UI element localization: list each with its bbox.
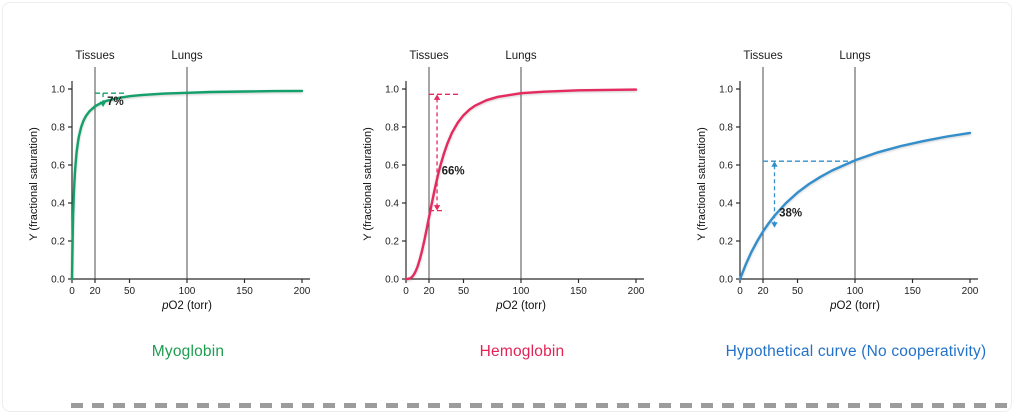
hypothetical-xtick-label: 200 xyxy=(962,286,979,297)
myoglobin-arrowhead-down xyxy=(99,101,107,108)
hemoglobin-chart: 0.0 0.2 0.4 0.6 0.8 1.0 0 20 50 100 150 200 Y (fract… xyxy=(362,50,645,312)
myoglobin-curve xyxy=(70,89,304,281)
myoglobin-ytick-label: 0.2 xyxy=(51,237,65,248)
hypothetical-arrowhead-down xyxy=(771,222,778,228)
chart-panel-hemoglobin: 0.0 0.2 0.4 0.6 0.8 1.0 0 20 50 100 150 200 Y (fract… xyxy=(360,47,660,361)
hemoglobin-y-axis-label: Y (fractional saturation) xyxy=(362,127,374,241)
hypothetical-ytick-label: 0.0 xyxy=(719,275,733,286)
hemoglobin-ytick-label: 1.0 xyxy=(385,85,399,96)
hypothetical-xtick-label: 0 xyxy=(737,286,743,297)
myoglobin-xtick-label: 100 xyxy=(179,286,196,297)
hemoglobin-caption: Hemoglobin xyxy=(479,343,565,360)
hypothetical-ytick-label: 1.0 xyxy=(719,85,733,96)
hypothetical-xtick-label: 50 xyxy=(792,286,804,297)
hemoglobin-xtick-label: 50 xyxy=(458,286,470,297)
lungs-label: Lungs xyxy=(171,50,203,62)
myoglobin-caption: Myoglobin xyxy=(151,343,225,360)
myoglobin-axes xyxy=(71,81,310,280)
myoglobin-xtick-label: 200 xyxy=(294,286,311,297)
chart-panel-hypothetical: 0.0 0.2 0.4 0.6 0.8 1.0 0 20 50 100 150 200 Y (fract… xyxy=(694,47,994,361)
hypothetical-ytick-label: 0.8 xyxy=(719,123,733,134)
hypothetical-y-axis-label: Y (fractional saturation) xyxy=(696,127,708,241)
hemoglobin-arrowhead-down xyxy=(433,205,441,211)
hypothetical-arrowhead-up xyxy=(771,161,778,167)
hemoglobin-axes xyxy=(405,81,644,280)
myoglobin-xtick-label: 150 xyxy=(236,286,253,297)
myoglobin-ytick-label: 0.8 xyxy=(51,123,65,134)
hypothetical-x-axis-label: pO2 (torr) xyxy=(829,300,880,312)
hypothetical-ytick-label: 0.4 xyxy=(719,199,733,210)
myoglobin-xtick-label: 0 xyxy=(69,286,75,297)
hypothetical-xtick-label: 100 xyxy=(847,286,864,297)
hemoglobin-curve xyxy=(404,88,638,281)
hemoglobin-arrowhead-up xyxy=(433,94,441,100)
hypothetical-ytick-label: 0.2 xyxy=(719,237,733,248)
myoglobin-ytick-label: 0.4 xyxy=(51,199,65,210)
chart-panel-myoglobin: 0.0 0.2 0.4 0.6 0.8 1.0 0 20 50 100 150 200 Y (fract… xyxy=(26,47,326,361)
myoglobin-x-axis-label: pO2 (torr) xyxy=(161,300,212,312)
myoglobin-xtick-label: 50 xyxy=(124,286,136,297)
hypothetical-caption: Hypothetical curve (No cooperativity) xyxy=(725,343,987,360)
hemoglobin-xtick-label: 20 xyxy=(423,286,435,297)
myoglobin-ytick-label: 0.6 xyxy=(51,161,65,172)
lungs-label: Lungs xyxy=(505,50,537,62)
hypothetical-axes xyxy=(739,81,978,280)
myoglobin-xtick-label: 20 xyxy=(89,286,101,297)
hypothetical-xtick-label: 20 xyxy=(757,286,769,297)
charts-row: 0.0 0.2 0.4 0.6 0.8 1.0 0 20 50 100 150 200 Y (fract… xyxy=(3,3,1011,361)
tissues-label: Tissues xyxy=(743,50,782,62)
hypothetical-percent-label: 38% xyxy=(779,207,802,219)
hemoglobin-ytick-label: 0.8 xyxy=(385,123,399,134)
myoglobin-percent-label: 7% xyxy=(107,96,124,108)
hemoglobin-percent-label: 66% xyxy=(442,166,465,178)
hemoglobin-xtick-label: 150 xyxy=(570,286,587,297)
hemoglobin-ytick-label: 0.2 xyxy=(385,237,399,248)
myoglobin-ytick-label: 0.0 xyxy=(51,275,65,286)
hemoglobin-xtick-label: 0 xyxy=(403,286,409,297)
myoglobin-ytick-label: 1.0 xyxy=(51,85,65,96)
hemoglobin-ytick-label: 0.4 xyxy=(385,199,399,210)
hypothetical-ytick-label: 0.6 xyxy=(719,161,733,172)
hypothetical-curve xyxy=(738,131,972,281)
hemoglobin-ytick-label: 0.0 xyxy=(385,275,399,286)
dashed-separator xyxy=(71,403,1011,408)
hemoglobin-x-axis-label: pO2 (torr) xyxy=(495,300,546,312)
hemoglobin-xtick-label: 100 xyxy=(513,286,530,297)
tissues-label: Tissues xyxy=(75,50,114,62)
myoglobin-y-axis-label: Y (fractional saturation) xyxy=(28,127,40,241)
hypothetical-chart: 0.0 0.2 0.4 0.6 0.8 1.0 0 20 50 100 150 200 Y (fract… xyxy=(696,50,979,312)
myoglobin-chart: 0.0 0.2 0.4 0.6 0.8 1.0 0 20 50 100 150 200 Y (fract… xyxy=(28,50,311,312)
hemoglobin-ytick-label: 0.6 xyxy=(385,161,399,172)
hypothetical-xtick-label: 150 xyxy=(904,286,921,297)
hemoglobin-xtick-label: 200 xyxy=(628,286,645,297)
lungs-label: Lungs xyxy=(839,50,871,62)
tissues-label: Tissues xyxy=(409,50,448,62)
